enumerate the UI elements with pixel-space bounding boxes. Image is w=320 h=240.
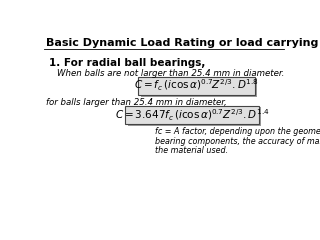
- Text: fc = A factor, depending upon the geometry of the: fc = A factor, depending upon the geomet…: [155, 127, 320, 137]
- Text: $C = f_c\, (i \cos \alpha)^{0.7} Z^{2/3} . D^{1.8}$: $C = f_c\, (i \cos \alpha)^{0.7} Z^{2/3}…: [134, 78, 259, 93]
- Text: $C = 3.647 f_c\, (i \cos \alpha)^{0.7} Z^{2/3} . D^{1.4}$: $C = 3.647 f_c\, (i \cos \alpha)^{0.7} Z…: [115, 107, 269, 123]
- FancyBboxPatch shape: [125, 106, 259, 124]
- Text: When balls are not larger than 25.4 mm in diameter.: When balls are not larger than 25.4 mm i…: [57, 69, 284, 78]
- Text: 1. For radial ball bearings,: 1. For radial ball bearings,: [49, 58, 206, 68]
- FancyBboxPatch shape: [141, 78, 257, 96]
- FancyBboxPatch shape: [128, 107, 261, 126]
- Text: for balls larger than 25.4 mm in diameter,: for balls larger than 25.4 mm in diamete…: [46, 98, 227, 107]
- FancyBboxPatch shape: [139, 77, 255, 95]
- Text: the material used.: the material used.: [155, 146, 228, 155]
- Text: bearing components, the accuracy of manufacture and: bearing components, the accuracy of manu…: [155, 137, 320, 146]
- Text: Basic Dynamic Load Rating or load carrying capacity (C): Basic Dynamic Load Rating or load carryi…: [46, 38, 320, 48]
